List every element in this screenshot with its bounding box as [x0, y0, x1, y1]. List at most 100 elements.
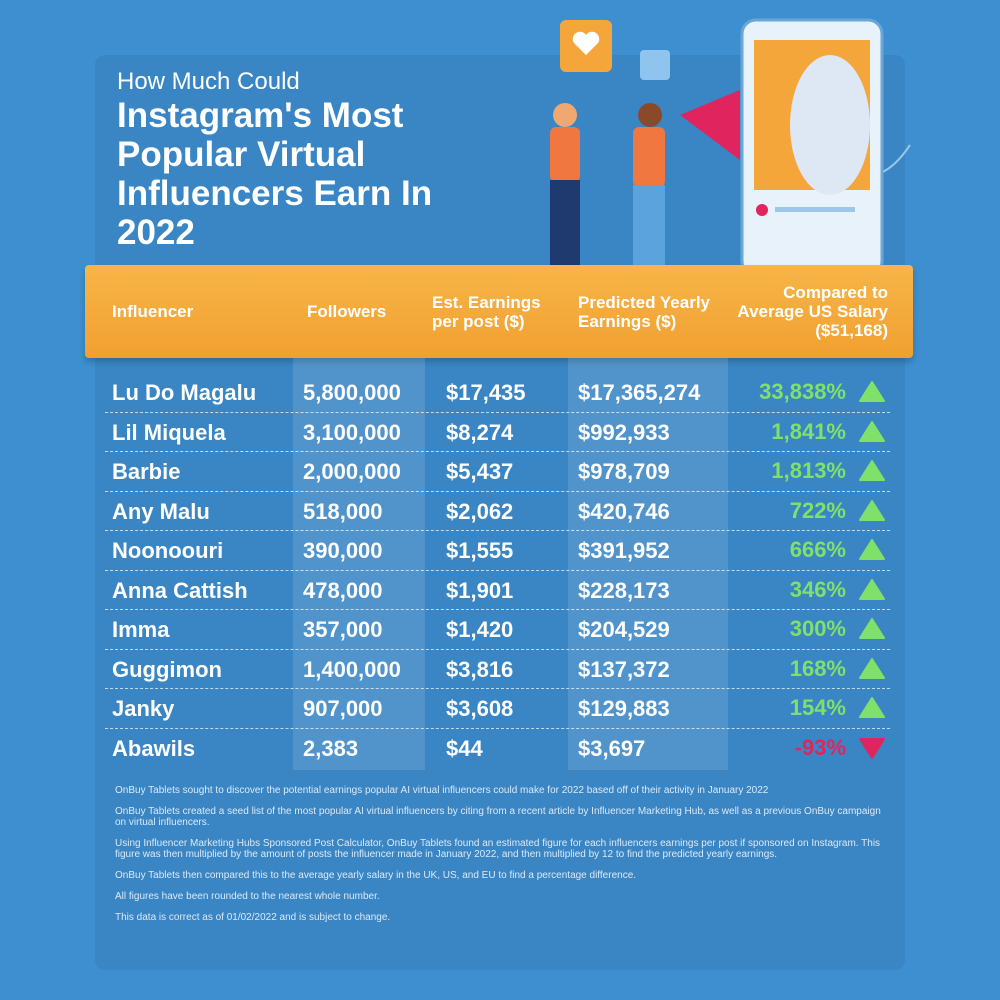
- arrow-shape: [859, 697, 885, 718]
- down-arrow: [859, 737, 885, 759]
- row-separator: [105, 451, 890, 452]
- kicker: How Much Could: [117, 68, 300, 95]
- up-arrow: [859, 697, 885, 718]
- cell: Anna Cattish: [112, 577, 248, 603]
- up-arrow: [859, 657, 885, 679]
- wifi-icon: [640, 50, 670, 80]
- arrow-shape: [859, 420, 885, 442]
- cell: 478,000: [303, 577, 383, 603]
- cell: $5,437: [446, 459, 514, 484]
- note: OnBuy Tablets sought to discover the pot…: [115, 785, 769, 796]
- cell: Guggimon: [112, 656, 222, 682]
- arrow-shape: [859, 618, 885, 639]
- cell: $228,173: [578, 577, 670, 603]
- cell: $3,816: [446, 656, 514, 682]
- percent-cell: 33,838%: [759, 379, 846, 404]
- dot: [756, 204, 768, 216]
- megaphone: [680, 90, 740, 160]
- line: [775, 207, 855, 212]
- percent-cell: 300%: [789, 616, 846, 641]
- cell: 357,000: [303, 617, 383, 642]
- cell: Janky: [112, 696, 175, 721]
- column-band: [293, 358, 425, 770]
- cell: 907,000: [303, 696, 383, 721]
- cell: $420,746: [578, 498, 670, 524]
- cell: Imma: [112, 617, 170, 642]
- note: This data is correct as of 01/02/2022 an…: [115, 912, 391, 923]
- person-legs: [633, 185, 665, 270]
- cell: 3,100,000: [303, 419, 401, 445]
- notes: OnBuy Tablets sought to discover the pot…: [115, 785, 885, 933]
- row-separator: [105, 609, 890, 610]
- cell: $204,529: [578, 617, 670, 642]
- up-arrow: [859, 618, 885, 639]
- cell: $44: [446, 735, 483, 761]
- percent-cell: 666%: [789, 537, 846, 562]
- row-separator: [105, 569, 890, 571]
- up-arrow: [859, 460, 885, 481]
- robot: [790, 55, 870, 195]
- row-separator: [105, 411, 890, 413]
- cell: $137,372: [578, 656, 670, 682]
- cell: $2,062: [446, 498, 514, 524]
- percent-cell: 1,841%: [771, 418, 846, 444]
- heart: [572, 31, 600, 55]
- note: All figures have been rounded to the nea…: [115, 891, 380, 902]
- percent-cell: 346%: [789, 576, 846, 602]
- note: OnBuy Tablets created a seed list of the…: [115, 806, 881, 828]
- cell: $8,274: [446, 419, 514, 445]
- person-body: [550, 127, 580, 182]
- cell: $129,883: [578, 696, 670, 721]
- cell: 1,400,000: [303, 656, 401, 682]
- column-band: [568, 358, 728, 770]
- person-head: [638, 103, 662, 127]
- person-head: [553, 103, 577, 127]
- up-arrow: [859, 539, 885, 560]
- cell: $992,933: [578, 419, 670, 445]
- arrow-shape: [859, 460, 885, 481]
- arrow-shape: [859, 539, 885, 560]
- cell: 5,800,000: [303, 380, 401, 405]
- percent-cell: 168%: [789, 655, 846, 681]
- title: Instagram's Most Popular Virtual Influen…: [117, 96, 433, 252]
- row-separator: [105, 490, 890, 492]
- cell: Lil Miquela: [112, 419, 226, 445]
- arrow-shape: [859, 499, 885, 521]
- cell: Barbie: [112, 459, 181, 484]
- up-arrow: [859, 381, 885, 402]
- column-header: Followers: [307, 302, 387, 321]
- person-legs: [550, 180, 580, 270]
- percent-cell: 1,813%: [771, 458, 846, 483]
- row-separator: [105, 530, 890, 531]
- cell: 2,000,000: [303, 459, 401, 484]
- cell: $978,709: [578, 459, 670, 484]
- percent-cell: 722%: [789, 497, 846, 523]
- cell: $1,555: [446, 538, 514, 563]
- note: OnBuy Tablets then compared this to the …: [115, 870, 637, 881]
- up-arrow: [859, 499, 885, 521]
- arrow-shape: [859, 381, 885, 402]
- cell: $3,608: [446, 696, 514, 721]
- cell: 390,000: [303, 538, 383, 563]
- cell: Abawils: [112, 735, 196, 761]
- row-separator: [105, 727, 890, 729]
- cell: Lu Do Magalu: [112, 380, 257, 405]
- note: Using Influencer Marketing Hubs Sponsore…: [115, 838, 881, 860]
- row-separator: [105, 688, 890, 689]
- cell: $17,435: [446, 380, 526, 405]
- cell: 2,383: [303, 735, 359, 761]
- cell: Noonoouri: [112, 538, 224, 563]
- row-separator: [105, 648, 890, 650]
- cell: 518,000: [303, 498, 383, 524]
- cell: $1,901: [446, 577, 514, 603]
- arrow-shape: [859, 578, 885, 600]
- percent-cell: -93%: [794, 734, 846, 760]
- cell: $1,420: [446, 617, 514, 642]
- person-body: [633, 127, 665, 187]
- column-header: Est. Earnings per post ($): [432, 292, 541, 331]
- column-header: Predicted Yearly Earnings ($): [578, 292, 710, 331]
- up-arrow: [859, 420, 885, 442]
- arrow-shape: [859, 737, 885, 759]
- illustration: [550, 18, 911, 277]
